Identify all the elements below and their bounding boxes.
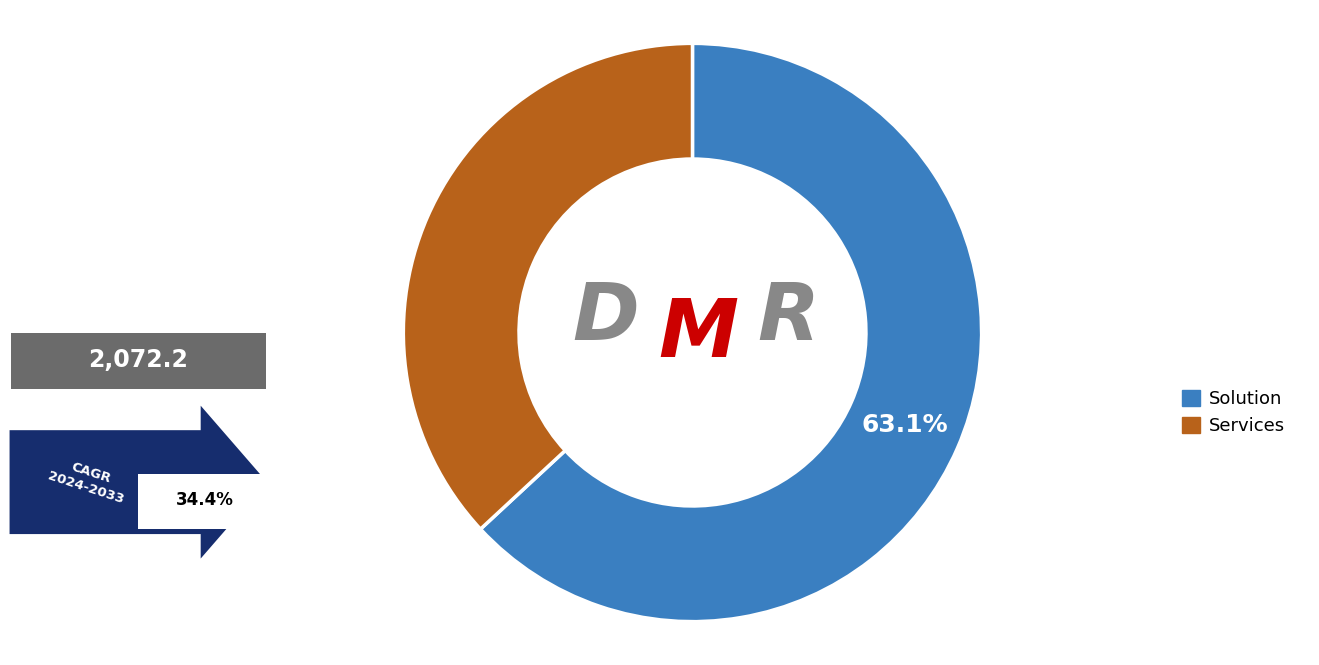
Wedge shape (480, 43, 981, 622)
Circle shape (518, 159, 867, 506)
Text: 2,072.2: 2,072.2 (88, 348, 189, 372)
Wedge shape (404, 43, 692, 529)
FancyBboxPatch shape (11, 332, 266, 389)
Legend: Solution, Services: Solution, Services (1175, 382, 1293, 442)
Text: R: R (757, 279, 819, 357)
Text: Dimension
Market
Research: Dimension Market Research (61, 89, 216, 177)
Polygon shape (8, 402, 269, 562)
Text: 63.1%: 63.1% (861, 413, 948, 437)
Text: CAGR
2024-2033: CAGR 2024-2033 (46, 454, 131, 506)
FancyBboxPatch shape (138, 474, 269, 529)
Text: M: M (658, 297, 739, 374)
Text: D: D (572, 279, 640, 357)
Text: 34.4%: 34.4% (175, 491, 233, 509)
Text: Global Data
Annotation and
Labelling Market Size
(USD Million), 2024: Global Data Annotation and Labelling Mar… (41, 258, 236, 334)
